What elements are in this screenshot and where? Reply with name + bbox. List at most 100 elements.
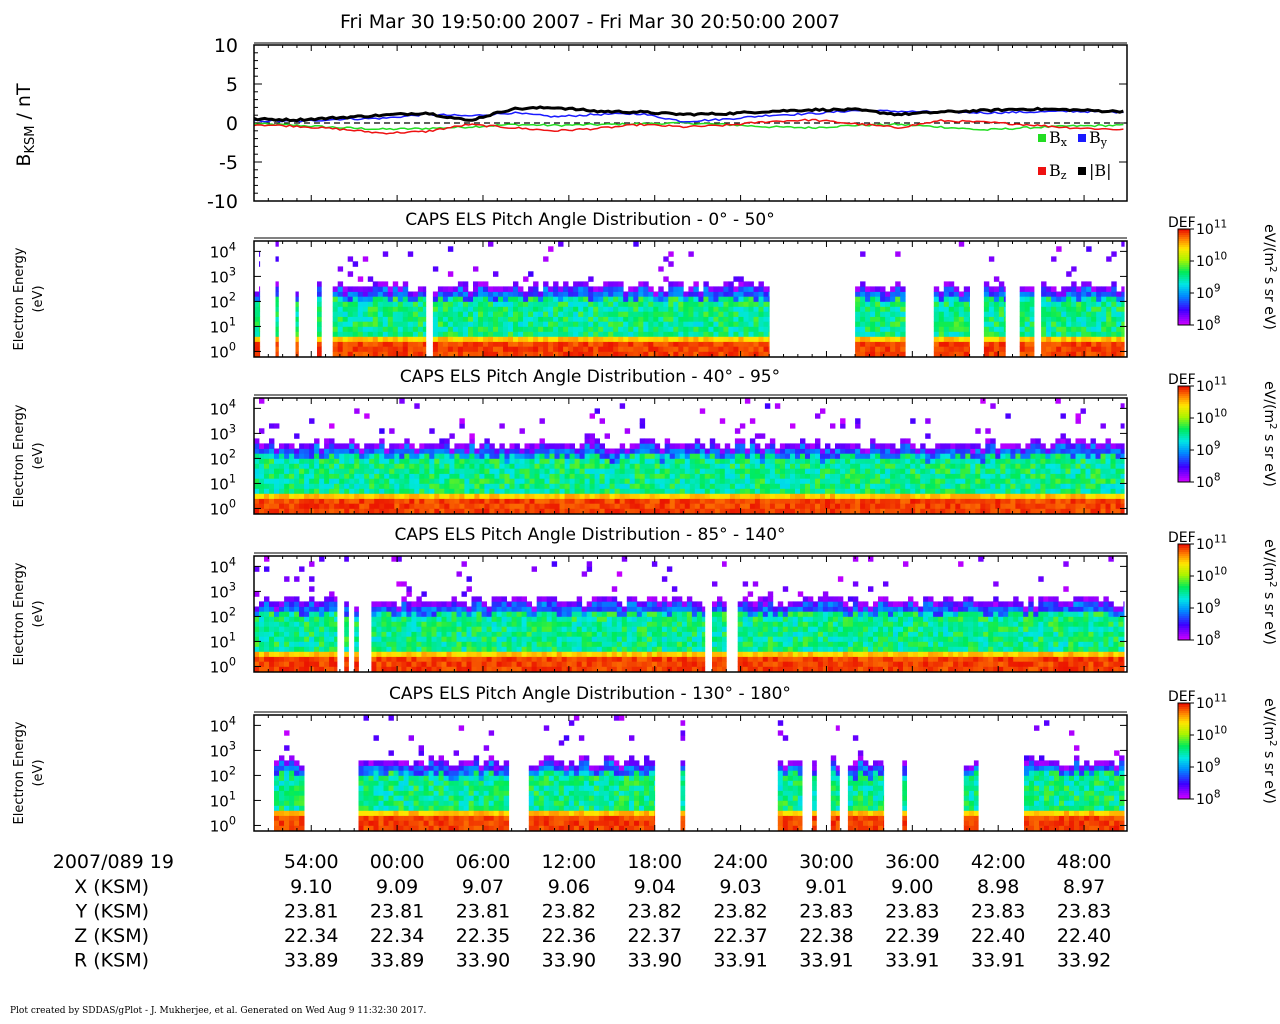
heatmap-cell: [763, 311, 769, 317]
heatmap-cell: [304, 488, 310, 494]
heatmap-cell: [1085, 453, 1091, 459]
heatmap-cell: [825, 493, 831, 499]
heatmap-cell: [473, 281, 479, 287]
heatmap-cell: [748, 331, 754, 337]
heatmap-cell: [493, 351, 499, 358]
heatmap-cell: [359, 463, 365, 469]
heatmap-cell: [518, 316, 524, 322]
heatmap-cell: [528, 346, 534, 352]
heatmap-cell: [554, 508, 560, 515]
heatmap-cell: [489, 488, 495, 494]
heatmap-cell: [584, 448, 590, 454]
heatmap-cell: [998, 286, 1005, 292]
series-line: [253, 109, 1124, 123]
heatmap-cell: [474, 448, 480, 454]
heatmap-cell: [493, 291, 499, 297]
heatmap-cell: [254, 508, 260, 515]
heatmap-cell: [785, 498, 791, 504]
heatmap-cell: [499, 463, 505, 469]
heatmap-cell: [414, 483, 420, 489]
heatmap-cell: [563, 296, 569, 302]
heatmap-cell: [608, 326, 614, 332]
heatmap-cell: [988, 286, 995, 292]
heatmap-cell: [970, 483, 976, 489]
heatmap-cell: [1105, 483, 1111, 489]
heatmap-cell: [845, 478, 851, 484]
colorbar-segment: [1178, 261, 1190, 264]
heatmap-cell: [638, 351, 644, 358]
heatmap-cell: [644, 503, 651, 509]
heatmap-cell: [840, 478, 846, 484]
heatmap-cell: [748, 346, 754, 352]
heatmap-cell: [1040, 453, 1046, 459]
heatmap-cell: [905, 468, 911, 474]
heatmap-cell: [1055, 503, 1061, 509]
heatmap-cell: [980, 453, 986, 459]
heatmap-cell: [1050, 453, 1056, 459]
heatmap-cell: [734, 478, 741, 484]
heatmap-cell: [437, 341, 444, 347]
heatmap-cell: [958, 351, 965, 358]
heatmap-cell: [578, 316, 584, 322]
heatmap-cell: [429, 443, 435, 449]
heatmap-cell: [1024, 346, 1031, 352]
heatmap-cell: [975, 483, 981, 489]
heatmap-cell: [499, 453, 505, 459]
heatmap-cell: [1065, 443, 1071, 449]
heatmap-cell: [1050, 448, 1056, 454]
heatmap-cell: [653, 331, 659, 337]
heatmap-cell: [855, 423, 861, 429]
heatmap-cell: [329, 443, 335, 449]
heatmap-cell: [654, 463, 661, 469]
heatmap-cell: [960, 468, 966, 474]
heatmap-cell: [264, 463, 270, 469]
heatmap-cell: [749, 483, 756, 489]
heatmap-cell: [719, 418, 726, 424]
heatmap-cell: [885, 463, 891, 469]
heatmap-cell: [324, 483, 330, 489]
heatmap-cell: [968, 291, 970, 297]
heatmap-cell: [523, 331, 529, 337]
heatmap-cell: [759, 453, 766, 459]
heatmap-cell: [953, 311, 960, 317]
heatmap-cell: [943, 286, 950, 292]
heatmap-cell: [1029, 351, 1035, 358]
heatmap-cell: [449, 493, 455, 499]
heatmap-cell: [703, 336, 709, 342]
heatmap-cell: [304, 498, 310, 504]
heatmap-cell: [1086, 281, 1092, 287]
heatmap-cell: [694, 488, 701, 494]
heatmap-cell: [513, 291, 519, 297]
heatmap-cell: [619, 508, 626, 515]
heatmap-cell: [279, 498, 285, 504]
heatmap-cell: [259, 251, 261, 257]
heatmap-cell: [543, 306, 549, 312]
heatmap-cell: [1029, 316, 1035, 322]
heatmap-cell: [539, 418, 545, 424]
heatmap-cell: [905, 453, 911, 459]
heatmap-cell: [988, 311, 995, 317]
heatmap-cell: [1090, 503, 1096, 509]
heatmap-cell: [975, 453, 981, 459]
heatmap-cell: [279, 473, 285, 479]
heatmap-cell: [860, 251, 866, 257]
heatmap-cell: [332, 336, 339, 342]
heatmap-cell: [965, 458, 971, 464]
heatmap-cell: [975, 468, 981, 474]
heatmap-cell: [865, 508, 871, 515]
heatmap-cell: [264, 468, 270, 474]
heatmap-cell: [769, 493, 776, 499]
heatmap-cell: [693, 296, 699, 302]
heatmap-cell: [452, 336, 459, 342]
heatmap-cell: [347, 291, 354, 297]
heatmap-cell: [352, 346, 359, 352]
heatmap-cell: [382, 316, 389, 322]
heatmap-cell: [259, 453, 265, 459]
heatmap-cell: [774, 448, 781, 454]
heatmap-cell: [573, 306, 579, 312]
heatmap-cell: [394, 498, 400, 504]
heatmap-cell: [449, 458, 455, 464]
heatmap-cell: [998, 306, 1005, 312]
heatmap-cell: [264, 448, 270, 454]
heatmap-cell: [639, 508, 646, 515]
